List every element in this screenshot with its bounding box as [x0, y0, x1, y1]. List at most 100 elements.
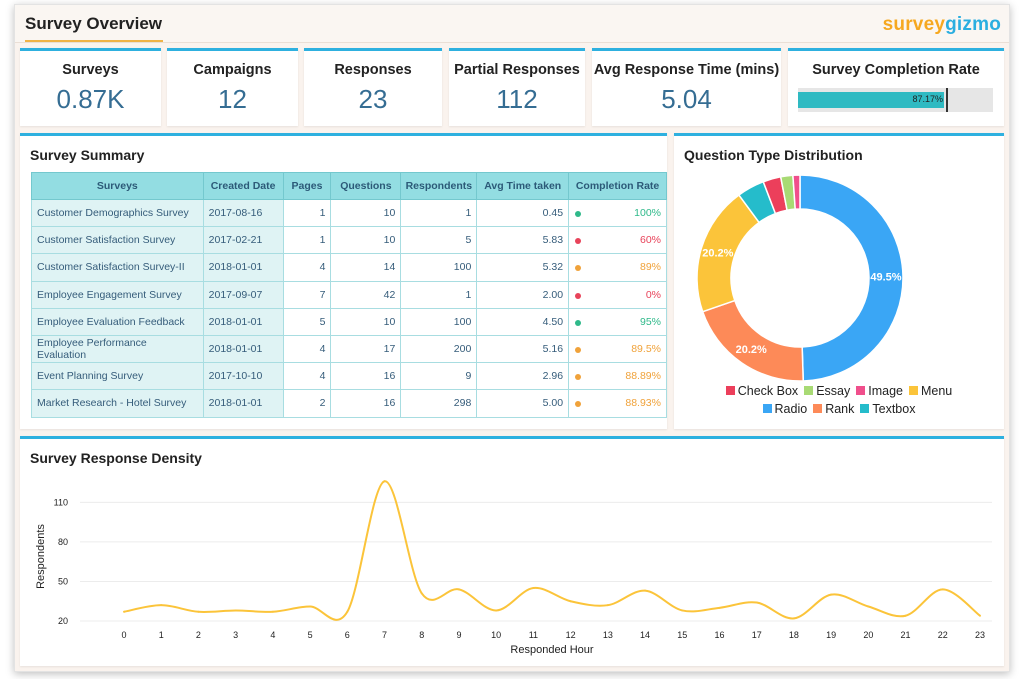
slice-rank[interactable]: [701, 299, 805, 382]
data-point[interactable]: [644, 589, 647, 592]
cell-completion-rate: 100%: [568, 198, 667, 228]
legend-item-image[interactable]: Image: [856, 384, 903, 398]
legend-item-rank[interactable]: Rank: [813, 402, 854, 416]
cell-created-date: 2017-02-21: [202, 226, 284, 255]
status-dot-icon: [575, 374, 582, 381]
cell-pages: 4: [282, 362, 332, 391]
survey-summary-table: Surveys Created Date Pages Questions Res…: [31, 172, 667, 418]
x-tick-label: 14: [640, 630, 650, 640]
x-tick-label: 20: [863, 630, 873, 640]
data-point[interactable]: [830, 593, 833, 596]
legend-item-menu[interactable]: Menu: [908, 384, 952, 398]
cell-pages: 1: [282, 226, 332, 255]
table-row[interactable]: Event Planning Survey 2017-10-10 4 16 9 2.96 8…: [31, 362, 667, 391]
kpi-surveys[interactable]: Surveys 0.87K: [20, 48, 161, 126]
checkbox-icon[interactable]: [908, 386, 918, 395]
column-header[interactable]: Completion Rate: [568, 172, 667, 200]
table-row[interactable]: Market Research - Hotel Survey 2018-01-01…: [31, 389, 667, 418]
cell-pages: 4: [282, 253, 332, 282]
data-point[interactable]: [792, 617, 795, 620]
x-tick-label: 13: [603, 630, 613, 640]
x-tick-label: 9: [456, 630, 461, 640]
column-header[interactable]: Pages: [282, 172, 332, 200]
legend-item-essay[interactable]: Essay: [804, 384, 850, 398]
kpi-value: 0.87K: [56, 84, 125, 114]
checkbox-icon[interactable]: [856, 386, 866, 395]
data-point[interactable]: [941, 588, 944, 591]
x-tick-label: 5: [308, 630, 313, 640]
data-point[interactable]: [979, 614, 981, 617]
legend-item-check-box[interactable]: Check Box: [725, 384, 798, 398]
data-point[interactable]: [346, 610, 349, 613]
cell-survey: Employee Evaluation Feedback: [31, 307, 204, 336]
cell-survey: Customer Satisfaction Survey: [31, 226, 204, 255]
completion-rate-text: 95%: [639, 315, 661, 328]
data-point[interactable]: [123, 610, 125, 613]
kpi-campaigns[interactable]: Campaigns 12: [167, 48, 298, 126]
slice-label: 49.5%: [870, 272, 901, 284]
cell-survey: Customer Demographics Survey: [31, 198, 204, 228]
x-tick-label: 12: [566, 630, 576, 640]
kpi-partial-responses[interactable]: Partial Responses 112: [449, 48, 585, 126]
data-point[interactable]: [383, 480, 386, 483]
x-tick-label: 10: [491, 630, 501, 640]
column-header[interactable]: Questions: [330, 172, 402, 200]
data-point[interactable]: [606, 604, 609, 607]
cell-respondents: 298: [400, 389, 478, 418]
table-row[interactable]: Employee Engagement Survey 2017-09-07 7 42 1…: [31, 280, 667, 309]
kpi-avg-response-time[interactable]: Avg Response Time (mins) 5.04: [592, 48, 781, 126]
x-tick-label: 2: [196, 630, 201, 640]
column-header[interactable]: Created Date: [202, 172, 284, 200]
data-point[interactable]: [160, 604, 163, 607]
donut-chart: 49.5% 20.2% 20.2%: [696, 174, 904, 382]
cell-pages: 4: [282, 334, 332, 364]
kpi-label: Campaigns: [193, 62, 272, 78]
data-point[interactable]: [234, 609, 237, 612]
data-point[interactable]: [495, 609, 498, 612]
cell-created-date: 2018-01-01: [202, 334, 284, 364]
data-point[interactable]: [309, 605, 312, 608]
kpi-label: Surveys: [62, 62, 119, 78]
data-point[interactable]: [904, 614, 907, 617]
column-header[interactable]: Avg Time taken: [476, 172, 570, 200]
column-header[interactable]: Respondents: [400, 172, 478, 200]
table-row[interactable]: Employee Performance Evaluation 2018-01-0…: [31, 334, 667, 364]
data-point[interactable]: [271, 610, 274, 613]
completion-rate-text: 89.5%: [631, 343, 661, 356]
checkbox-icon[interactable]: [762, 404, 772, 413]
kpi-responses[interactable]: Responses 23: [304, 48, 442, 126]
legend-item-radio[interactable]: Radio: [762, 402, 807, 416]
legend-label: Image: [868, 384, 903, 398]
data-point[interactable]: [718, 606, 721, 609]
table-row[interactable]: Customer Satisfaction Survey-II 2018-01-0…: [31, 253, 667, 282]
checkbox-icon[interactable]: [725, 386, 735, 395]
cell-completion-rate: 88.93%: [568, 389, 667, 418]
data-point[interactable]: [532, 587, 535, 590]
column-header[interactable]: Surveys: [31, 172, 204, 200]
kpi-label: Avg Response Time (mins): [593, 62, 780, 78]
data-point[interactable]: [420, 592, 423, 595]
checkbox-icon[interactable]: [860, 404, 870, 413]
cell-completion-rate: 95%: [568, 307, 667, 336]
checkbox-icon[interactable]: [813, 404, 823, 413]
legend-item-textbox[interactable]: Textbox: [860, 402, 915, 416]
legend-label: Rank: [825, 402, 855, 416]
data-point[interactable]: [755, 601, 758, 604]
cell-completion-rate: 60%: [568, 226, 667, 255]
legend-label: Textbox: [872, 402, 916, 416]
data-point[interactable]: [457, 588, 460, 591]
data-point[interactable]: [197, 610, 200, 613]
data-point[interactable]: [569, 600, 572, 603]
checkbox-icon[interactable]: [804, 386, 814, 395]
cell-respondents: 9: [400, 362, 478, 391]
logo[interactable]: surveygizmo: [883, 14, 1001, 36]
data-point[interactable]: [867, 605, 870, 608]
table-row[interactable]: Employee Evaluation Feedback 2018-01-01 5 1…: [31, 307, 667, 336]
slice-image[interactable]: [792, 174, 801, 210]
kpi-completion-rate[interactable]: Survey Completion Rate 87.17%: [788, 48, 1004, 126]
data-point[interactable]: [681, 609, 684, 612]
slice-radio[interactable]: [799, 174, 904, 382]
table-row[interactable]: Customer Satisfaction Survey 2017-02-21 1 1…: [31, 226, 667, 255]
table-row[interactable]: Customer Demographics Survey 2017-08-16 1 1…: [31, 198, 667, 228]
